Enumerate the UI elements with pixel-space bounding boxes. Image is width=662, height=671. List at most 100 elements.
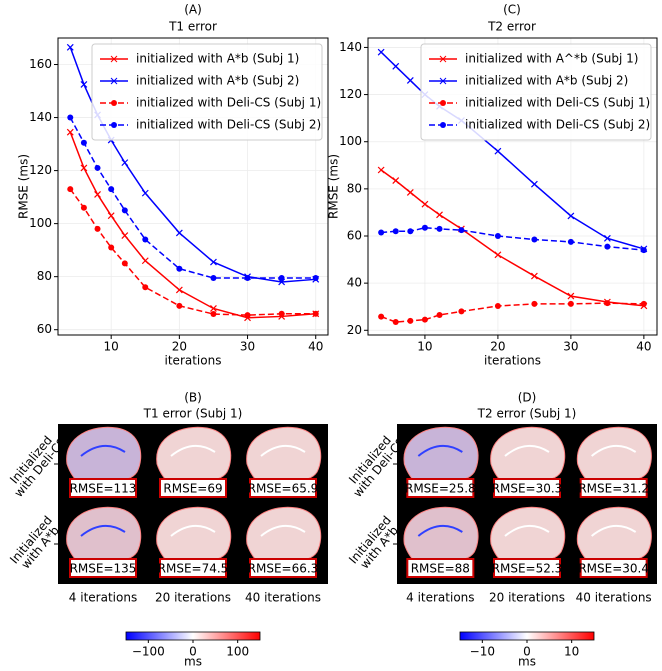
column-label: 4 iterations	[406, 591, 474, 605]
marker	[175, 286, 183, 294]
marker	[94, 225, 101, 232]
y-tick-label: 60	[347, 229, 362, 243]
x-tick-label: 10	[417, 340, 432, 354]
chart-title: T2 error	[487, 20, 536, 34]
marker	[567, 300, 574, 307]
y-axis-label: RMSE (ms)	[327, 154, 341, 219]
chart-title: T2 error (Subj 1)	[477, 407, 577, 421]
marker	[80, 139, 87, 146]
marker	[121, 207, 128, 214]
marker	[176, 302, 183, 309]
brain-detail	[260, 525, 306, 537]
column-label: 20 iterations	[155, 591, 231, 605]
marker	[406, 188, 414, 196]
marker	[392, 177, 400, 185]
marker	[378, 313, 385, 320]
marker	[407, 317, 414, 324]
legend-marker	[110, 77, 118, 85]
rmse-box	[69, 478, 137, 498]
marker	[494, 233, 501, 239]
panel-label: (C)	[503, 3, 521, 17]
plot-frame	[57, 37, 329, 336]
legend-marker	[440, 100, 446, 106]
rmse-label: RMSE=113	[70, 482, 137, 496]
y-tick-label: 160	[29, 57, 52, 71]
colorbar-tick-label: 0	[523, 645, 531, 659]
legend-label: initialized with A*b (Subj 2)	[136, 74, 299, 88]
y-tick-label: 60	[37, 322, 52, 336]
marker	[121, 159, 129, 167]
marker	[604, 300, 611, 307]
marker	[175, 229, 183, 237]
panel-label: (A)	[184, 3, 202, 17]
marker	[406, 77, 414, 84]
marker	[531, 236, 538, 243]
colorbar	[459, 631, 595, 641]
marker	[141, 257, 149, 265]
brain-detail	[417, 525, 463, 537]
marker	[421, 224, 428, 231]
y-tick-label: 100	[29, 216, 52, 230]
y-tick-label: 80	[37, 269, 52, 283]
marker	[312, 310, 319, 317]
line	[69, 117, 316, 279]
marker	[278, 274, 285, 281]
rmse-label: RMSE=74.5	[158, 562, 229, 576]
brain-detail	[80, 525, 126, 537]
rmse-box	[406, 478, 475, 498]
column-label: 20 iterations	[489, 591, 565, 605]
colorbar-label: ms	[184, 655, 202, 669]
marker	[108, 186, 115, 193]
rmse-box	[159, 558, 227, 578]
y-axis-label: RMSE (ms)	[17, 154, 31, 219]
marker	[392, 319, 399, 326]
marker	[312, 274, 319, 281]
y-tick-label: 120	[339, 87, 362, 101]
x-axis-label: iterations	[165, 354, 222, 368]
rmse-box	[249, 478, 317, 498]
colorbar-tick-label: −10	[470, 645, 495, 659]
x-tick-label: 10	[104, 340, 119, 354]
rmse-label: RMSE=25.8	[405, 482, 476, 496]
legend-box	[91, 43, 323, 141]
y-tick-label: 80	[347, 181, 362, 195]
brain-detail	[591, 445, 637, 457]
marker	[66, 43, 74, 51]
marker	[210, 258, 217, 266]
line	[380, 302, 644, 323]
marker	[567, 212, 575, 220]
x-tick-label: 20	[490, 340, 505, 354]
rmse-box	[579, 478, 648, 498]
brain-detail	[417, 445, 463, 457]
marker	[377, 166, 385, 174]
marker	[107, 212, 115, 220]
rmse-box	[406, 558, 475, 578]
marker	[67, 114, 74, 121]
marker	[436, 211, 443, 219]
brain-detail	[591, 525, 637, 537]
brain-detail	[170, 445, 216, 457]
marker	[244, 312, 251, 319]
y-tick-label: 120	[29, 163, 52, 177]
marker	[278, 310, 285, 317]
marker	[94, 191, 101, 198]
marker	[494, 251, 502, 259]
marker	[244, 274, 251, 281]
colorbar-tick-label: −100	[132, 645, 165, 659]
marker	[494, 303, 501, 310]
marker	[603, 234, 611, 242]
legend-label: initialized with Deli-CS (Subj 1)	[465, 96, 650, 110]
marker	[210, 274, 217, 281]
colorbar-tick-label: 0	[189, 645, 197, 659]
chart-title: T1 error (Subj 1)	[143, 407, 243, 421]
marker	[121, 232, 129, 239]
plot-frame	[367, 37, 658, 336]
marker	[94, 164, 101, 171]
line	[381, 226, 644, 251]
marker	[604, 243, 611, 250]
rmse-label: RMSE=66.3	[248, 562, 319, 576]
line	[69, 188, 316, 316]
panel-label: (B)	[184, 391, 202, 405]
legend-label: initialized with Deli-CS (Subj 1)	[136, 96, 321, 110]
